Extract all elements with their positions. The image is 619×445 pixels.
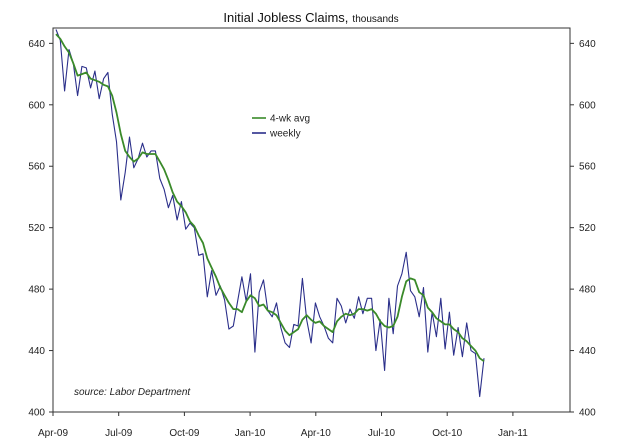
left-y-tick-label: 560 [28,162,45,173]
legend-label: weekly [269,129,301,140]
right-y-tick-label: 520 [579,223,596,234]
left-y-tick-label: 520 [28,223,45,234]
series-line-4wk-avg [55,33,485,363]
right-y-tick-label: 640 [579,39,596,50]
plot-area [52,27,571,413]
series-layer [55,29,485,398]
chart-title: Initial Jobless Claims, thousands [223,10,398,25]
right-y-tick-label: 600 [579,100,596,111]
x-axis: Apr-09 Jul-09 Oct-09 Jan-10 Apr-10 Jul-10 Oct-… [38,412,528,439]
left-y-axis: 400 440 480 520 560 600 640 [28,39,53,419]
x-tick-label: Jan-11 [498,428,528,439]
x-tick-label: Jan-10 [235,428,266,439]
x-tick-label: Apr-10 [301,428,331,439]
legend: 4-wk avg weekly [252,114,310,140]
title-main: Initial Jobless Claims, [223,10,348,25]
x-tick-label: Jul-09 [105,428,133,439]
left-y-tick-label: 480 [28,285,45,296]
right-y-tick-label: 560 [579,162,596,173]
left-y-tick-label: 640 [28,39,45,50]
legend-label: 4-wk avg [270,114,310,125]
source-note: source: Labor Department [74,387,191,398]
right-y-tick-label: 440 [579,346,596,357]
x-tick-label: Oct-10 [432,428,462,439]
left-y-tick-label: 600 [28,100,45,111]
x-tick-label: Apr-09 [38,428,68,439]
left-y-tick-label: 400 [28,408,45,419]
right-y-tick-label: 400 [579,408,596,419]
right-y-axis: 400 440 480 520 560 600 640 [570,39,596,419]
title-suffix: thousands [352,14,398,25]
x-tick-label: Oct-09 [169,428,199,439]
x-tick-label: Jul-10 [368,428,396,439]
right-y-tick-label: 480 [579,285,596,296]
left-y-tick-label: 440 [28,346,45,357]
